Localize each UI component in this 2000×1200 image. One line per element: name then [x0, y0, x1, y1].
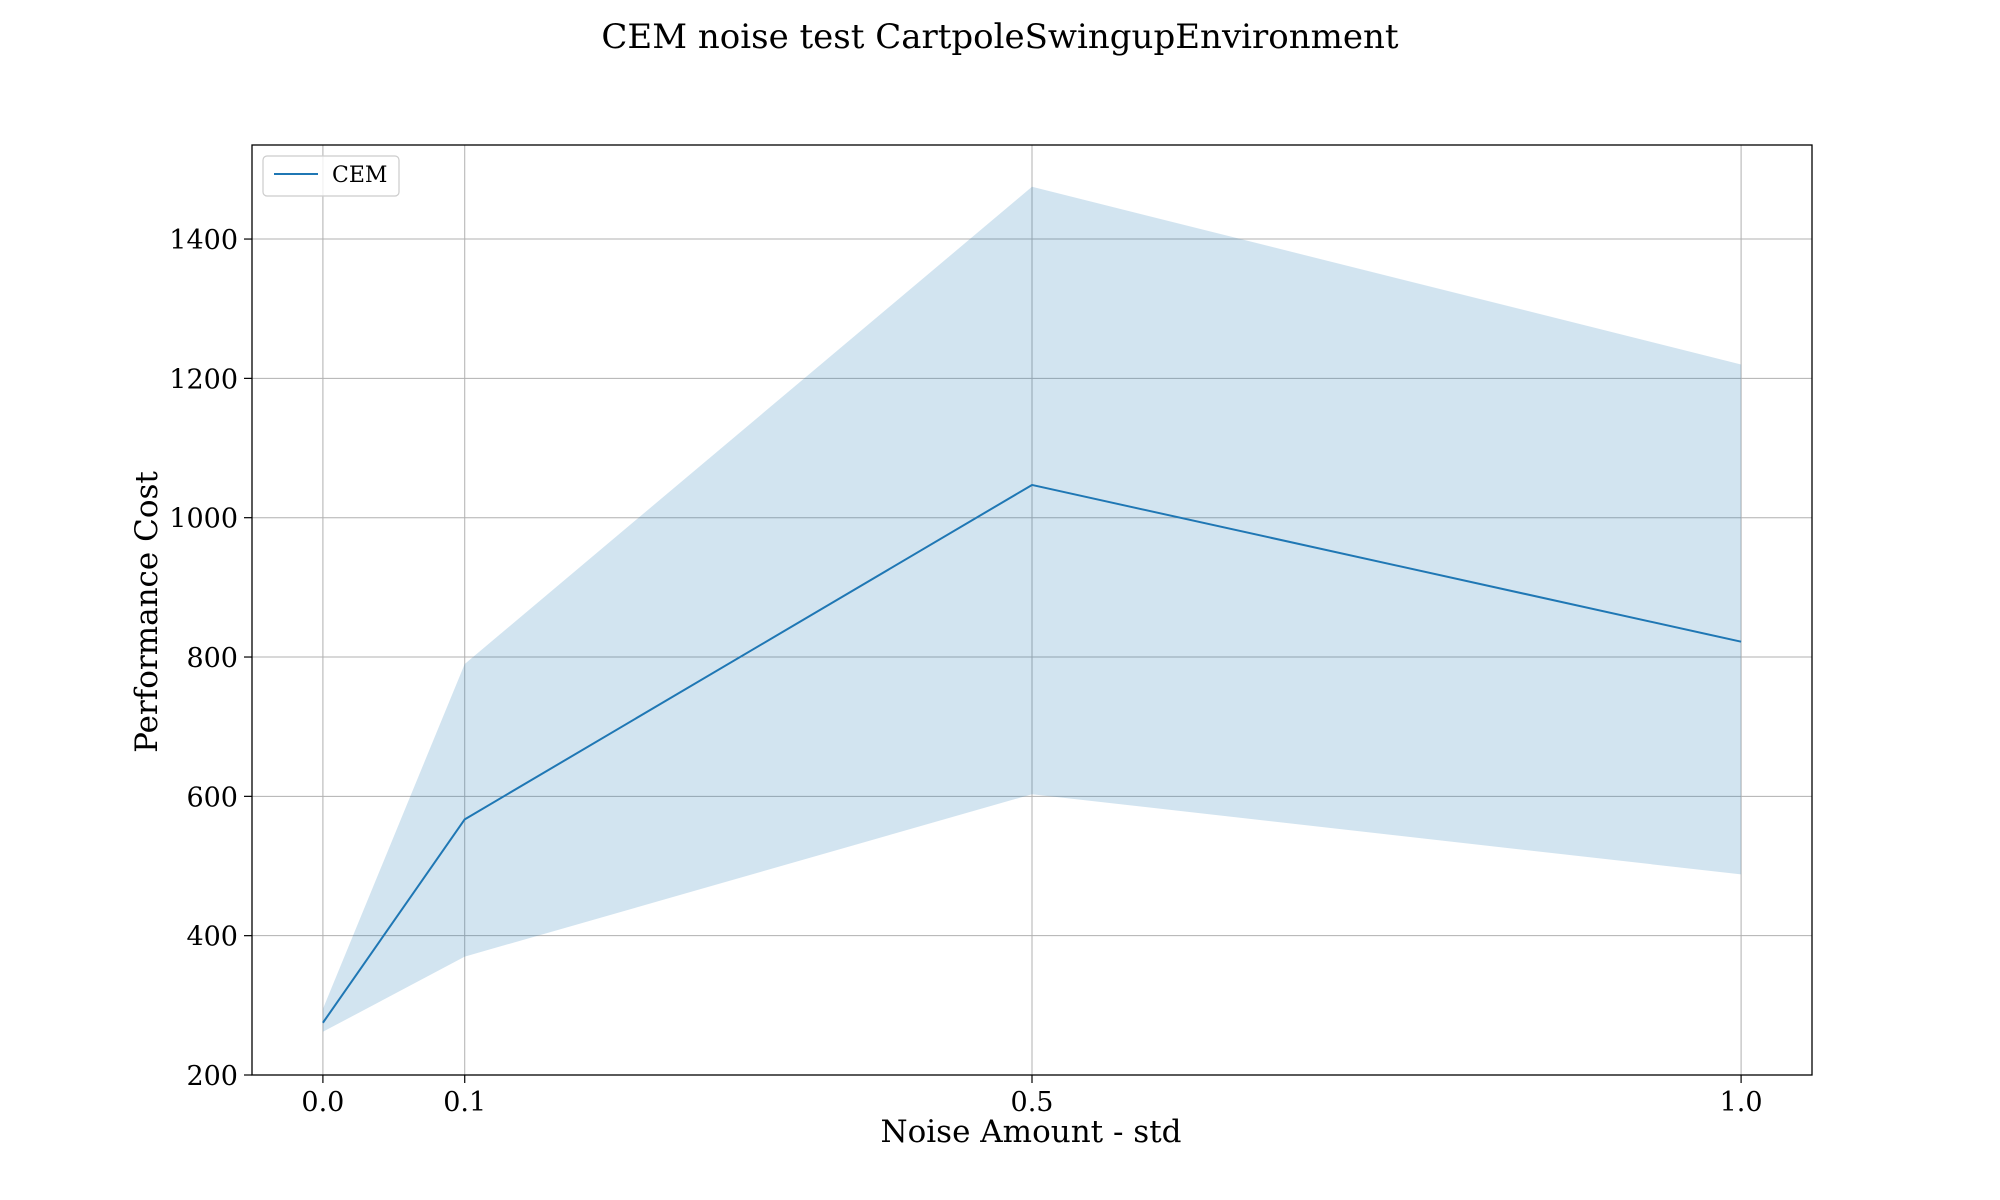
- confidence-band-cem: [322, 186, 1742, 1032]
- y-tick-label: 1000: [169, 504, 238, 535]
- y-tick-label: 200: [186, 1061, 238, 1092]
- x-axis-label: Noise Amount - std: [880, 1114, 1181, 1150]
- x-tick-label: 0.5: [1011, 1087, 1054, 1118]
- y-tick-label: 1400: [169, 225, 238, 256]
- y-tick-label: 800: [186, 643, 238, 674]
- y-tick-label: 600: [186, 782, 238, 813]
- series-line-cem: [322, 483, 1742, 1024]
- series-lines: [322, 483, 1742, 1024]
- chart-title: CEM noise test CartpoleSwingupEnvironmen…: [601, 17, 1398, 57]
- legend-label-cem: CEM: [332, 163, 387, 188]
- x-tick-label: 0.0: [301, 1087, 344, 1118]
- legend: CEM: [262, 155, 400, 197]
- y-axis-label: Performance Cost: [129, 471, 165, 753]
- confidence-bands: [322, 186, 1742, 1032]
- grid-lines: [252, 145, 1812, 1075]
- x-tick-label: 0.1: [443, 1087, 486, 1118]
- x-tick-label: 1.0: [1720, 1087, 1763, 1118]
- y-tick-label: 1200: [169, 364, 238, 395]
- legend-box: [262, 155, 400, 197]
- y-axis-ticks: 200 400 600 800 1000 1200 1400: [169, 225, 252, 1092]
- x-axis-ticks: 0.0 0.1 0.5 1.0: [301, 1075, 1763, 1118]
- y-tick-label: 400: [186, 922, 238, 953]
